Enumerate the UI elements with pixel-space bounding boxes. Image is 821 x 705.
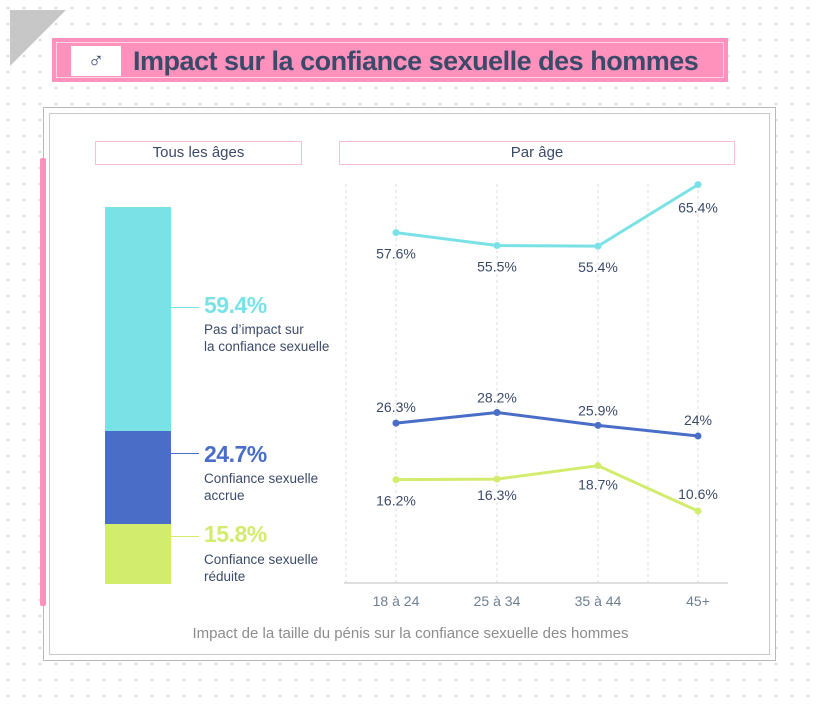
- legend-percent-increased: 24.7%: [204, 441, 267, 467]
- legend-label-line: Confiance sexuelle: [204, 471, 319, 486]
- male-symbol-icon: ♂: [71, 46, 121, 76]
- title-banner: ♂ Impact sur la confiance sexuelle des h…: [52, 38, 728, 82]
- series-line: [395, 410, 699, 438]
- legend-label-line: réduite: [204, 569, 246, 584]
- data-point: [694, 181, 702, 189]
- legend-label-line: accrue: [204, 488, 245, 503]
- title-banner-inner: ♂ Impact sur la confiance sexuelle des h…: [56, 42, 724, 78]
- legend-connector-no-impact: [171, 307, 199, 308]
- data-point: [594, 242, 602, 250]
- legend-label-line: Confiance sexuelle: [204, 552, 319, 567]
- chart-caption: Impact de la taille du pénis sur la conf…: [192, 625, 629, 642]
- stacked-bar-segment-reduced: [105, 524, 171, 584]
- data-label: 55.4%: [578, 259, 618, 275]
- data-label: 16.2%: [376, 493, 416, 509]
- legend-label-line: la confiance sexuelle: [204, 339, 330, 354]
- data-point: [594, 462, 602, 470]
- legend-label-increased: Confiance sexuelle accrue: [204, 470, 339, 504]
- data-point: [594, 421, 602, 429]
- section-header-all-ages: Tous les âges: [95, 141, 302, 165]
- section-header-by-age: Par âge: [339, 141, 735, 165]
- data-label: 26.3%: [376, 399, 416, 415]
- data-point: [392, 229, 400, 237]
- series-line: [395, 183, 699, 248]
- legend-label-line: Pas d’impact sur: [204, 322, 304, 337]
- x-tick-label: 25 à 34: [474, 593, 521, 609]
- legend-percent-reduced: 15.8%: [204, 521, 267, 547]
- data-label: 57.6%: [376, 246, 416, 262]
- data-label: 24%: [684, 412, 712, 428]
- data-label: 55.5%: [477, 259, 517, 275]
- data-point: [493, 408, 501, 416]
- data-point: [694, 507, 702, 515]
- series-line: [395, 464, 699, 513]
- page-title: Impact sur la confiance sexuelle des hom…: [133, 46, 699, 76]
- stacked-bar-segment-increased: [105, 431, 171, 525]
- x-tick-label: 45+: [686, 593, 710, 609]
- stacked-bar-segment-no-impact: [105, 207, 171, 432]
- x-tick-label: 18 à 24: [373, 593, 420, 609]
- x-tick-label: 35 à 44: [575, 593, 622, 609]
- data-label: 28.2%: [477, 389, 517, 405]
- legend-connector-reduced: [171, 536, 199, 537]
- data-label: 10.6%: [678, 486, 718, 502]
- data-label: 16.3%: [477, 487, 517, 503]
- data-point: [392, 419, 400, 427]
- data-label: 25.9%: [578, 402, 618, 418]
- legend-connector-increased: [171, 453, 199, 454]
- data-point: [493, 475, 501, 483]
- accent-bar: [40, 158, 46, 606]
- legend-label-no-impact: Pas d’impact sur la confiance sexuelle: [204, 321, 339, 355]
- data-label: 18.7%: [578, 477, 618, 493]
- data-point: [493, 242, 501, 249]
- data-label: 65.4%: [678, 200, 718, 216]
- data-point: [392, 476, 400, 484]
- legend-label-reduced: Confiance sexuelle réduite: [204, 551, 339, 585]
- data-point: [694, 432, 702, 440]
- chart-frame-inner: [49, 113, 770, 655]
- legend-percent-no-impact: 59.4%: [204, 292, 267, 318]
